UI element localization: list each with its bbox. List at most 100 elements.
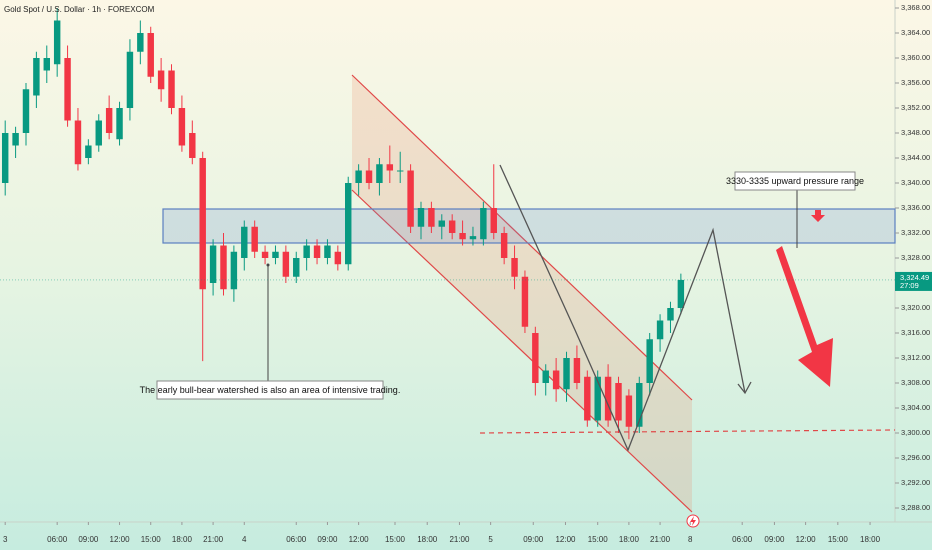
candle-body	[552, 370, 560, 390]
chart-title: Gold Spot / U.S. Dollar · 1h · FOREXCOM	[4, 5, 155, 14]
candle-body	[168, 70, 175, 108]
candle-body	[261, 251, 269, 258]
x-tick-label: 15:00	[588, 535, 609, 544]
candle-body	[209, 245, 217, 283]
candle-body	[396, 170, 404, 172]
candle-body	[126, 51, 134, 108]
last-price-tag	[895, 271, 932, 291]
y-tick-label: 3,304.00	[901, 403, 930, 412]
candle-body	[313, 245, 321, 258]
candle-body	[33, 58, 40, 96]
candle-body	[22, 89, 30, 133]
candle-body	[137, 33, 144, 52]
candle-body	[480, 208, 487, 240]
x-tick-label: 18:00	[172, 535, 193, 544]
candle-body	[448, 220, 456, 233]
x-tick-label: 09:00	[764, 535, 785, 544]
candle-body	[105, 108, 113, 133]
y-tick-label: 3,332.00	[901, 228, 930, 237]
y-tick-label: 3,328.00	[901, 253, 930, 262]
candle-body	[636, 383, 643, 427]
candle-body	[1, 133, 9, 183]
candle-body	[324, 245, 331, 258]
x-tick-label: 18:00	[417, 535, 438, 544]
candle-body	[490, 208, 497, 233]
candle-body	[74, 120, 82, 165]
candle-body	[282, 251, 290, 277]
candle-body	[417, 208, 425, 227]
y-tick-label: 3,348.00	[901, 128, 930, 137]
y-tick-label: 3,296.00	[901, 453, 930, 462]
annotation-box	[734, 171, 856, 191]
x-tick-label: 15:00	[141, 535, 162, 544]
y-tick-label: 3,292.00	[901, 478, 930, 487]
x-tick-label: 12:00	[349, 535, 370, 544]
x-tick-label: 5	[488, 535, 493, 544]
candle-body	[251, 226, 258, 252]
x-tick-label: 21:00	[449, 535, 470, 544]
candle-body	[615, 383, 622, 421]
x-tick-label: 18:00	[619, 535, 640, 544]
x-tick-label: 4	[242, 535, 247, 544]
y-tick-label: 3,356.00	[901, 78, 930, 87]
y-tick-label: 3,336.00	[901, 203, 930, 212]
y-tick-label: 3,288.00	[901, 503, 930, 512]
candle-body	[563, 358, 570, 390]
support-line	[479, 429, 896, 434]
y-tick-label: 3,316.00	[901, 328, 930, 337]
channel-upper	[351, 74, 693, 401]
candle-body	[656, 320, 664, 340]
x-tick-label: 21:00	[203, 535, 224, 544]
x-tick-label: 12:00	[796, 535, 817, 544]
candle-body	[365, 170, 373, 183]
candle-body	[521, 276, 529, 327]
candle-body	[604, 376, 612, 421]
y-tick-label: 3,352.00	[901, 103, 930, 112]
x-tick-label: 09:00	[78, 535, 99, 544]
candle-body	[147, 33, 154, 77]
event-icon-bolt	[690, 516, 696, 526]
projection-arrowhead	[737, 381, 752, 395]
candle-body	[116, 108, 123, 140]
x-tick-label: 15:00	[828, 535, 849, 544]
candle-body	[646, 339, 653, 383]
candle-body	[355, 170, 362, 183]
projection-path	[499, 164, 746, 452]
x-tick-label: 09:00	[523, 535, 544, 544]
y-tick-label: 3,368.00	[901, 3, 930, 12]
y-tick-label: 3,360.00	[901, 53, 930, 62]
small-down-arrow	[811, 210, 825, 222]
annotation: The early bull-bear watershed is also an…	[140, 385, 401, 395]
annotation: 3330-3335 upward pressure range	[726, 176, 864, 186]
callout-dot	[266, 263, 270, 267]
x-tick-label: 06:00	[47, 535, 68, 544]
x-tick-label: 3	[3, 535, 8, 544]
x-tick-label: 21:00	[650, 535, 671, 544]
x-tick-label: 15:00	[385, 535, 406, 544]
candle-body	[573, 358, 581, 383]
annotation-box	[156, 380, 384, 400]
y-tick-label: 3,320.00	[901, 303, 930, 312]
y-tick-label: 3,308.00	[901, 378, 930, 387]
candle-body	[178, 108, 186, 146]
candle-body	[511, 258, 518, 277]
candle-body	[12, 133, 19, 146]
candle-body	[459, 233, 466, 240]
candle-body	[189, 133, 196, 158]
x-tick-label: 12:00	[555, 535, 576, 544]
candle-body	[667, 308, 674, 321]
candle-body	[199, 158, 206, 290]
candle-body	[272, 251, 279, 258]
y-tick-label: 3,344.00	[901, 153, 930, 162]
candle-body	[95, 120, 102, 146]
last-price-label: 3,324.49	[900, 273, 929, 282]
candle-body	[469, 236, 477, 240]
x-tick-label: 06:00	[286, 535, 307, 544]
candle-body	[376, 164, 383, 183]
candle-body	[438, 220, 446, 227]
candle-body	[345, 183, 352, 265]
y-tick-label: 3,300.00	[901, 428, 930, 437]
